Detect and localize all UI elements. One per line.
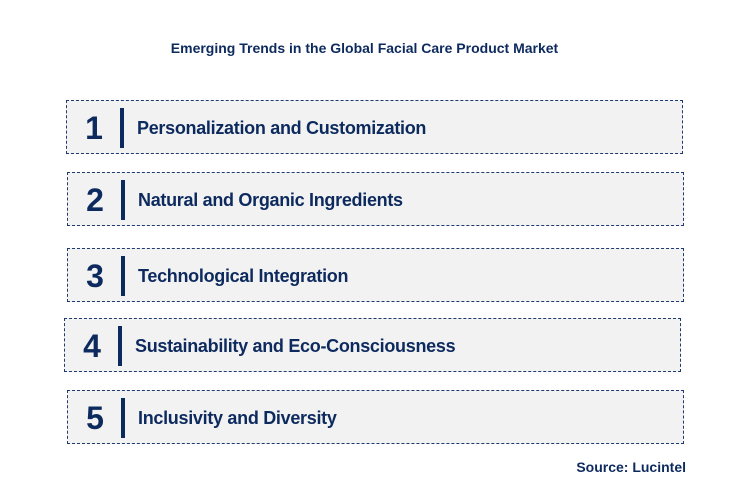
trend-label: Sustainability and Eco-Consciousness (135, 336, 456, 356)
divider-bar (118, 326, 122, 366)
trend-item-2: 2 Natural and Organic Ingredients (67, 172, 684, 226)
trend-item-1: 1 Personalization and Customization (66, 100, 683, 154)
diagram-title: Emerging Trends in the Global Facial Car… (170, 40, 559, 56)
trend-label: Natural and Organic Ingredients (138, 190, 403, 210)
trend-number: 2 (86, 182, 104, 218)
trend-label: Personalization and Customization (137, 118, 427, 138)
divider-bar (121, 256, 125, 296)
trend-number: 5 (86, 400, 104, 436)
trend-item-5: 5 Inclusivity and Diversity (67, 390, 684, 444)
trend-number: 4 (83, 328, 101, 364)
trend-label: Inclusivity and Diversity (138, 408, 337, 428)
divider-bar (120, 108, 124, 148)
divider-bar (121, 180, 125, 220)
trend-number: 3 (86, 258, 104, 294)
divider-bar (121, 398, 125, 438)
trend-label: Technological Integration (138, 266, 349, 286)
trend-item-3: 3 Technological Integration (67, 248, 684, 302)
source-note: Source: Lucintel (576, 459, 686, 475)
trend-item-4: 4 Sustainability and Eco-Consciousness (64, 318, 681, 372)
trend-number: 1 (85, 110, 103, 146)
